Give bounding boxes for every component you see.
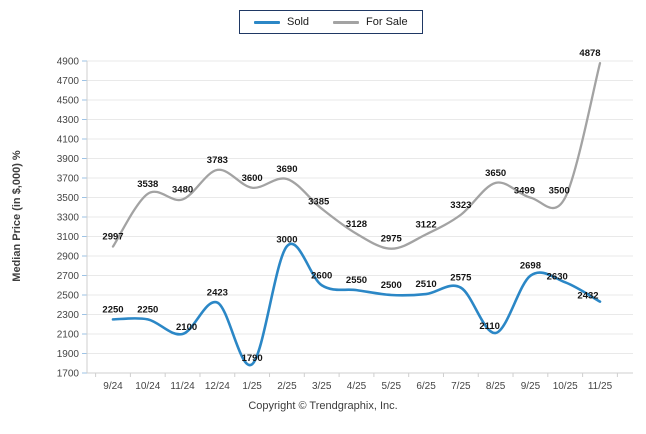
for-sale-line-swatch <box>333 20 360 24</box>
y-tick-label: 4500 <box>57 96 80 107</box>
data-label-sold: 2110 <box>479 321 500 332</box>
data-label-sold: 2630 <box>547 271 568 282</box>
data-label-for-sale: 3690 <box>276 164 297 175</box>
data-label-sold: 2250 <box>102 304 123 315</box>
y-tick-label: 2500 <box>57 291 80 302</box>
data-label-sold: 2423 <box>207 288 228 299</box>
data-label-for-sale: 3783 <box>207 155 228 166</box>
x-tick-label: 10/24 <box>135 381 160 392</box>
data-label-for-sale: 3122 <box>416 219 437 230</box>
x-tick-label: 12/24 <box>205 381 230 392</box>
data-label-sold: 2510 <box>416 279 437 290</box>
chart-legend: Sold For Sale <box>239 10 423 34</box>
data-label-sold: 2432 <box>577 291 598 302</box>
data-label-for-sale: 3323 <box>450 200 471 211</box>
data-label-sold: 2100 <box>176 322 197 333</box>
data-label-for-sale: 3538 <box>137 179 158 190</box>
data-label-sold: 2550 <box>346 275 367 286</box>
sold-line-swatch <box>254 20 280 24</box>
data-label-sold: 2600 <box>311 270 332 281</box>
x-tick-label: 11/25 <box>588 381 613 392</box>
legend-item-sold: Sold <box>254 16 309 28</box>
x-tick-label: 1/25 <box>242 381 262 392</box>
y-tick-label: 2300 <box>57 310 80 321</box>
data-label-for-sale: 4878 <box>579 48 600 59</box>
x-tick-label: 11/24 <box>170 381 195 392</box>
y-tick-label: 4700 <box>57 76 80 87</box>
y-tick-label: 2100 <box>57 330 80 341</box>
copyright-text: Copyright © Trendgraphix, Inc. <box>248 400 398 412</box>
data-label-for-sale: 3128 <box>346 219 367 230</box>
data-label-for-sale: 3480 <box>172 184 193 195</box>
data-label-sold: 1790 <box>242 353 263 364</box>
y-tick-label: 1700 <box>57 369 80 380</box>
x-tick-label: 2/25 <box>277 381 297 392</box>
data-label-sold: 2500 <box>381 280 402 291</box>
y-tick-label: 4100 <box>57 135 80 146</box>
y-tick-label: 3100 <box>57 232 80 243</box>
y-tick-label: 3700 <box>57 174 80 185</box>
data-label-for-sale: 3499 <box>514 186 535 197</box>
y-axis-title: Median Price (in $,000) % <box>11 150 23 282</box>
x-tick-label: 7/25 <box>451 381 471 392</box>
y-tick-label: 4900 <box>57 57 80 68</box>
x-tick-label: 5/25 <box>382 381 402 392</box>
y-tick-label: 3300 <box>57 213 80 224</box>
data-label-sold: 2575 <box>450 273 472 284</box>
legend-label-for-sale: For Sale <box>366 16 408 28</box>
data-label-for-sale: 2975 <box>381 234 403 245</box>
y-tick-label: 4300 <box>57 115 80 126</box>
x-tick-label: 10/25 <box>553 381 578 392</box>
legend-label-sold: Sold <box>287 16 310 28</box>
y-tick-label: 2900 <box>57 252 80 263</box>
data-label-sold: 2698 <box>520 261 541 272</box>
y-tick-label: 2700 <box>57 271 80 282</box>
data-label-for-sale: 2997 <box>102 232 123 243</box>
y-tick-label: 1900 <box>57 349 80 360</box>
y-tick-label: 3900 <box>57 154 80 165</box>
x-tick-label: 9/25 <box>521 381 541 392</box>
x-tick-label: 4/25 <box>347 381 367 392</box>
x-tick-label: 3/25 <box>312 381 332 392</box>
data-label-for-sale: 3500 <box>549 186 570 197</box>
x-tick-label: 6/25 <box>416 381 436 392</box>
data-label-sold: 3000 <box>276 234 297 245</box>
data-label-sold: 2250 <box>137 304 158 315</box>
legend-item-for-sale: For Sale <box>333 16 408 28</box>
y-tick-label: 3500 <box>57 193 80 204</box>
series-line-sold <box>111 242 602 367</box>
data-label-for-sale: 3385 <box>308 197 330 208</box>
data-label-for-sale: 3650 <box>485 168 506 179</box>
x-tick-label: 9/24 <box>103 381 123 392</box>
x-tick-label: 8/25 <box>486 381 506 392</box>
series-line-for-sale <box>111 61 602 250</box>
data-label-for-sale: 3600 <box>242 173 263 184</box>
